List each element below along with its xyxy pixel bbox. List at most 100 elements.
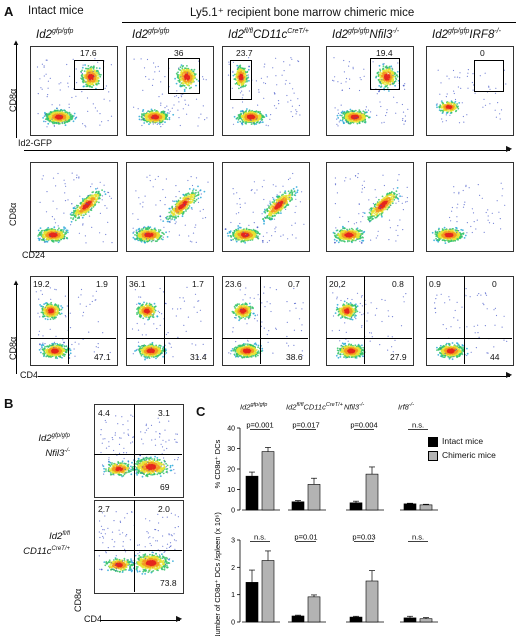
- bar-intact: [246, 476, 258, 510]
- bar-intact: [292, 502, 304, 510]
- y-axis-label: Number of CD8α⁺ DCs /spleen (x 10⁶): [213, 512, 222, 636]
- quadrant-lower-right: 47.1: [94, 352, 111, 362]
- quadrant-hline: [30, 338, 116, 339]
- row1-xaxis-arrowhead: ▶: [506, 144, 512, 153]
- panel-b-xaxis-arrow: [100, 620, 180, 621]
- facs-plot-r2-c1: [30, 162, 118, 252]
- density-cloud: [37, 226, 69, 243]
- quadrant-upper-right: 1.7: [192, 279, 204, 289]
- quadrant-vline: [364, 276, 365, 364]
- significance-label: p=0.01: [294, 533, 317, 542]
- group-title: Irf8-/-: [398, 402, 414, 412]
- chimeric-mice-header: Ly5.1⁺ recipient bone marrow chimeric mi…: [190, 5, 414, 19]
- panel-b-letter: B: [4, 396, 13, 411]
- quadrant-hline: [426, 338, 512, 339]
- quadrant-upper-left: 0.9: [429, 279, 441, 289]
- row1-yaxis-arrow: [16, 42, 17, 138]
- density-cloud: [436, 100, 460, 114]
- density-cloud: [129, 552, 174, 575]
- quadrant-vline: [260, 276, 261, 364]
- gate-box: [230, 60, 252, 100]
- panel-b-xaxis-arrowhead: ▶: [176, 614, 182, 623]
- quadrant-lower-right: 27.9: [390, 352, 407, 362]
- significance-label: n.s.: [412, 421, 424, 430]
- density-cloud: [70, 188, 107, 223]
- bar-chimeric: [366, 474, 378, 510]
- group-title: Id2gfp/gfp: [240, 402, 267, 412]
- bar-intact: [246, 582, 258, 622]
- density-cloud: [42, 108, 77, 127]
- row3-yaxis-arrow: [16, 282, 17, 374]
- bar-chimeric: [420, 619, 432, 622]
- facs-density-plot: [427, 163, 513, 251]
- row2-xlabel: CD24: [22, 250, 45, 260]
- intact-mice-header: Intact mice: [28, 5, 84, 17]
- density-cloud: [136, 302, 158, 321]
- genotype-title: Id2gfp/gfpIRF8-/-: [432, 28, 501, 41]
- genotype-title: Id2gfp/gfp: [36, 28, 73, 41]
- density-cloud: [225, 225, 264, 244]
- density-cloud: [232, 302, 257, 321]
- density-cloud: [159, 186, 205, 223]
- quadrant-lower-right: 44: [490, 352, 499, 362]
- quadrant-upper-left: 23.6: [225, 279, 242, 289]
- gate-percent: 23.7: [236, 48, 253, 58]
- y-tick-label: 1: [231, 592, 235, 599]
- row3-xaxis-arrow: [38, 376, 510, 377]
- density-cloud: [337, 109, 371, 125]
- density-cloud: [432, 227, 467, 244]
- bar-chimeric: [262, 561, 274, 623]
- density-cloud: [132, 226, 168, 244]
- quadrant-upper-right: 3.1: [158, 408, 170, 418]
- significance-label: n.s.: [412, 533, 424, 542]
- significance-label: p=0.03: [352, 533, 375, 542]
- density-cloud: [230, 342, 263, 358]
- panel-b-genotype-2: Id2fl/fl CD11cCreT/+: [10, 528, 70, 558]
- quadrant-hline: [126, 338, 212, 339]
- density-cloud: [39, 302, 63, 320]
- density-cloud: [39, 342, 72, 360]
- gate-box: [370, 58, 400, 90]
- significance-label: p=0.001: [246, 421, 273, 430]
- y-tick-label: 10: [227, 487, 235, 494]
- gate-percent: 36: [174, 48, 183, 58]
- y-tick-label: 0: [231, 508, 235, 515]
- panel-a-letter: A: [4, 4, 13, 19]
- significance-label: p=0.017: [292, 421, 319, 430]
- group-title: Nfil3-/-: [344, 402, 364, 412]
- legend-item-chimeric: Chimeric mice: [428, 450, 496, 461]
- quadrant-vline: [164, 276, 165, 364]
- row3-yaxis-arrowhead: ▲: [12, 278, 20, 287]
- quadrant-lower-right: 38.6: [286, 352, 303, 362]
- bar-intact: [404, 618, 416, 622]
- gate-percent: 0: [480, 48, 485, 58]
- gate-percent: 19.4: [376, 48, 393, 58]
- genotype-title: Id2gfp/gfpNfil3-/-: [332, 28, 399, 41]
- quadrant-lower-right: 73.8: [160, 578, 177, 588]
- y-tick-label: 20: [227, 467, 235, 474]
- quadrant-upper-right: 0.7: [288, 279, 300, 289]
- facs-density-plot: [95, 405, 183, 497]
- row3-xlabel: CD4: [20, 370, 38, 380]
- chimeric-header-line: [122, 22, 516, 23]
- y-tick-label: 0: [231, 620, 235, 627]
- genotype-title: Id2gfp/gfp: [132, 28, 169, 41]
- quadrant-upper-left: 20.2: [329, 279, 346, 289]
- density-cloud: [364, 187, 401, 222]
- quadrant-vline: [134, 404, 135, 496]
- quadrant-hline: [94, 550, 182, 551]
- facs-density-plot: [223, 163, 309, 251]
- quadrant-lower-right: 69: [160, 482, 169, 492]
- quadrant-vline: [134, 500, 135, 592]
- quadrant-upper-right: 2.0: [158, 504, 170, 514]
- group-title: Id2fl/flCD11cCreT/+: [286, 402, 343, 412]
- facs-plot-r2-c3: [222, 162, 310, 252]
- bar-chimeric: [366, 581, 378, 622]
- quadrant-upper-left: 4.4: [98, 408, 110, 418]
- row1-xlabel: Id2-GFP: [18, 138, 52, 148]
- panel-b-xlabel: CD4: [84, 614, 102, 624]
- density-cloud: [335, 301, 359, 321]
- quadrant-upper-right: 1.9: [96, 279, 108, 289]
- legend-swatch-chimeric: [428, 451, 438, 461]
